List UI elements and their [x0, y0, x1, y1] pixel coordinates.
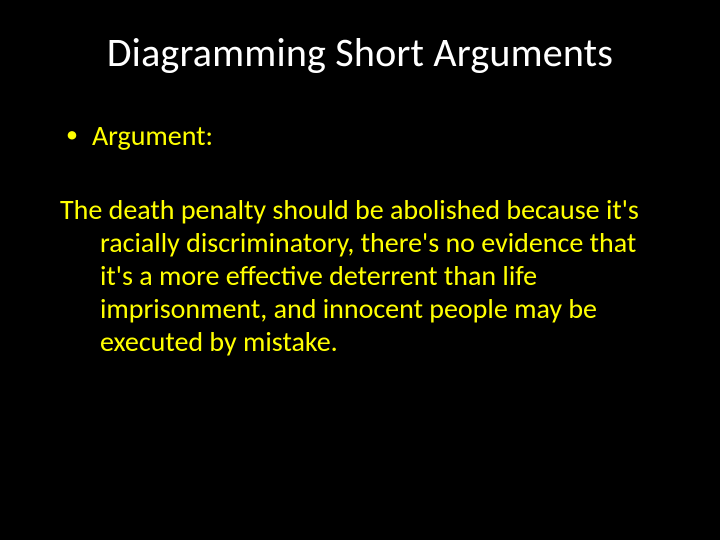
argument-body-text: The death penalty should be abolished be…: [60, 193, 660, 358]
slide-title: Diagramming Short Arguments: [60, 28, 660, 77]
bullet-item: • Argument:: [66, 119, 660, 153]
bullet-label: Argument:: [92, 119, 213, 153]
slide: Diagramming Short Arguments • Argument: …: [0, 0, 720, 540]
bullet-marker-icon: •: [66, 119, 78, 151]
